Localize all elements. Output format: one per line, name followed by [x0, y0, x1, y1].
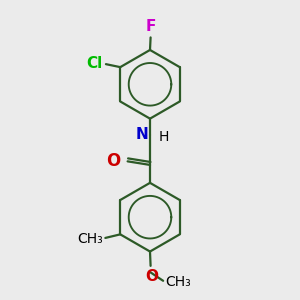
- Text: H: H: [159, 130, 169, 145]
- Text: O: O: [106, 152, 120, 170]
- Text: CH₃: CH₃: [166, 275, 191, 289]
- Text: Cl: Cl: [87, 56, 103, 71]
- Text: CH₃: CH₃: [77, 232, 103, 245]
- Text: O: O: [145, 269, 158, 284]
- Text: F: F: [146, 19, 156, 34]
- Text: N: N: [136, 127, 148, 142]
